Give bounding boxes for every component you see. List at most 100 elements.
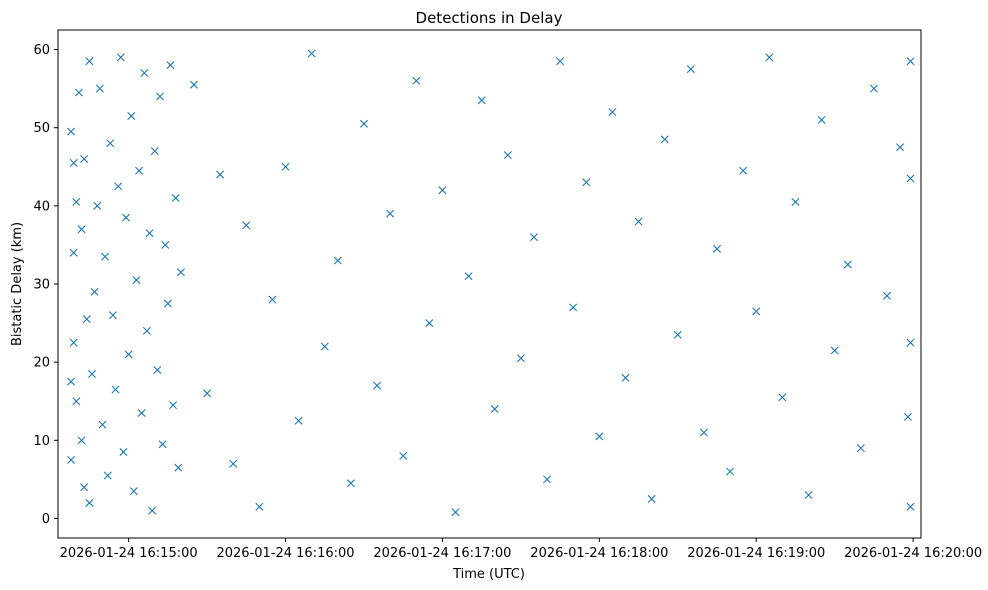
data-point — [320, 342, 329, 351]
data-point — [686, 65, 695, 74]
data-point — [425, 319, 434, 328]
data-point — [69, 248, 78, 257]
data-point — [166, 61, 175, 70]
data-point — [903, 412, 912, 421]
data-point — [122, 213, 130, 222]
data-point — [255, 502, 264, 511]
x-tick-label: 2026-01-24 16:17:00 — [373, 546, 511, 561]
data-point — [503, 151, 512, 160]
data-point — [791, 197, 800, 206]
y-tick-label: 30 — [33, 278, 50, 293]
data-point — [69, 158, 78, 167]
data-point — [281, 162, 290, 171]
data-point — [412, 76, 421, 85]
data-point — [106, 139, 115, 148]
data-point — [529, 233, 538, 242]
data-point — [830, 346, 839, 355]
data-point — [242, 221, 251, 230]
y-tick-label: 0 — [42, 512, 50, 527]
data-point — [373, 381, 382, 390]
x-axis-label: Time (UTC) — [452, 567, 525, 582]
data-point — [124, 350, 133, 359]
data-point — [142, 326, 151, 335]
data-point — [161, 240, 170, 249]
data-point — [116, 53, 125, 62]
data-point — [137, 408, 146, 417]
data-point — [103, 471, 112, 480]
data-point — [906, 502, 915, 511]
data-point — [399, 451, 408, 460]
y-tick-label: 50 — [33, 121, 50, 136]
data-point — [543, 475, 552, 484]
data-point — [189, 80, 198, 89]
data-point — [85, 498, 94, 507]
data-point — [77, 436, 86, 445]
data-point — [148, 506, 157, 515]
data-point — [804, 491, 813, 500]
data-point — [129, 487, 138, 496]
data-point — [477, 96, 486, 105]
data-point — [608, 108, 617, 117]
data-point — [464, 272, 473, 281]
data-point — [69, 338, 78, 347]
data-point — [158, 440, 167, 449]
data-point — [95, 84, 104, 93]
data-point — [156, 92, 164, 101]
y-tick-label: 10 — [33, 434, 50, 449]
data-point — [108, 311, 117, 320]
data-point — [229, 459, 238, 468]
x-tick-label: 2026-01-24 16:15:00 — [60, 546, 198, 561]
data-point — [80, 154, 89, 163]
data-point — [726, 467, 735, 476]
data-point — [906, 174, 915, 183]
y-axis-label: Bistatic Delay (km) — [10, 222, 25, 346]
data-point — [359, 119, 368, 128]
data-point — [135, 166, 144, 175]
data-point — [111, 385, 120, 394]
data-point — [98, 420, 107, 429]
data-point — [778, 393, 787, 402]
data-point — [85, 57, 94, 66]
y-tick-label: 60 — [33, 43, 50, 58]
data-point — [896, 143, 905, 152]
data-point — [132, 276, 141, 285]
data-point — [93, 201, 102, 210]
data-point — [119, 448, 128, 457]
data-point — [582, 178, 591, 187]
data-point — [171, 194, 180, 203]
data-point — [621, 373, 630, 382]
data-point — [127, 111, 136, 120]
data-point — [333, 256, 342, 265]
data-point — [67, 127, 76, 136]
x-tick-label: 2026-01-24 16:19:00 — [687, 546, 825, 561]
data-point — [294, 416, 303, 425]
y-tick-label: 20 — [33, 356, 50, 371]
data-point — [88, 369, 96, 378]
data-point — [145, 229, 154, 238]
x-tick-label: 2026-01-24 16:16:00 — [216, 546, 354, 561]
data-point — [451, 508, 460, 517]
data-point — [739, 166, 748, 175]
data-point — [765, 53, 774, 62]
data-point — [80, 483, 89, 492]
data-point — [169, 401, 178, 410]
data-point — [843, 260, 852, 269]
data-point — [307, 49, 316, 58]
x-tick-label: 2026-01-24 16:20:00 — [844, 546, 982, 561]
data-point — [163, 299, 172, 308]
data-point — [176, 268, 185, 277]
data-point — [713, 244, 722, 253]
x-axis: 2026-01-24 16:15:00 2026-01-24 16:16:00 20… — [60, 538, 982, 561]
data-point — [556, 57, 565, 66]
x-tick-label: 2026-01-24 16:18:00 — [530, 546, 668, 561]
data-point — [90, 287, 99, 296]
data-point — [67, 455, 76, 464]
data-point — [595, 432, 604, 441]
data-point — [114, 182, 123, 191]
data-point — [72, 397, 81, 406]
data-point — [216, 170, 225, 179]
data-point — [516, 354, 525, 363]
data-point — [268, 295, 277, 304]
